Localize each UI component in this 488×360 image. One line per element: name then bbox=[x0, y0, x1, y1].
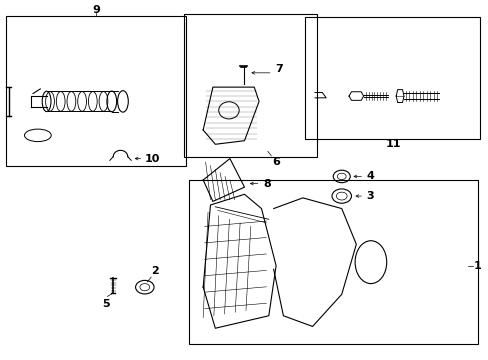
Text: 1: 1 bbox=[473, 261, 481, 271]
Text: 4: 4 bbox=[366, 171, 373, 181]
Bar bbox=[183, 14, 317, 157]
Bar bbox=[305, 18, 479, 139]
Bar bbox=[188, 180, 477, 344]
Text: 7: 7 bbox=[275, 64, 282, 74]
Text: 5: 5 bbox=[102, 298, 109, 309]
Text: 11: 11 bbox=[385, 139, 400, 149]
Bar bbox=[6, 16, 186, 166]
Text: 10: 10 bbox=[144, 154, 160, 163]
Text: 6: 6 bbox=[272, 157, 280, 167]
Text: 8: 8 bbox=[263, 179, 270, 189]
Text: 3: 3 bbox=[366, 191, 373, 201]
Text: 9: 9 bbox=[92, 5, 100, 15]
Text: 2: 2 bbox=[151, 266, 159, 276]
